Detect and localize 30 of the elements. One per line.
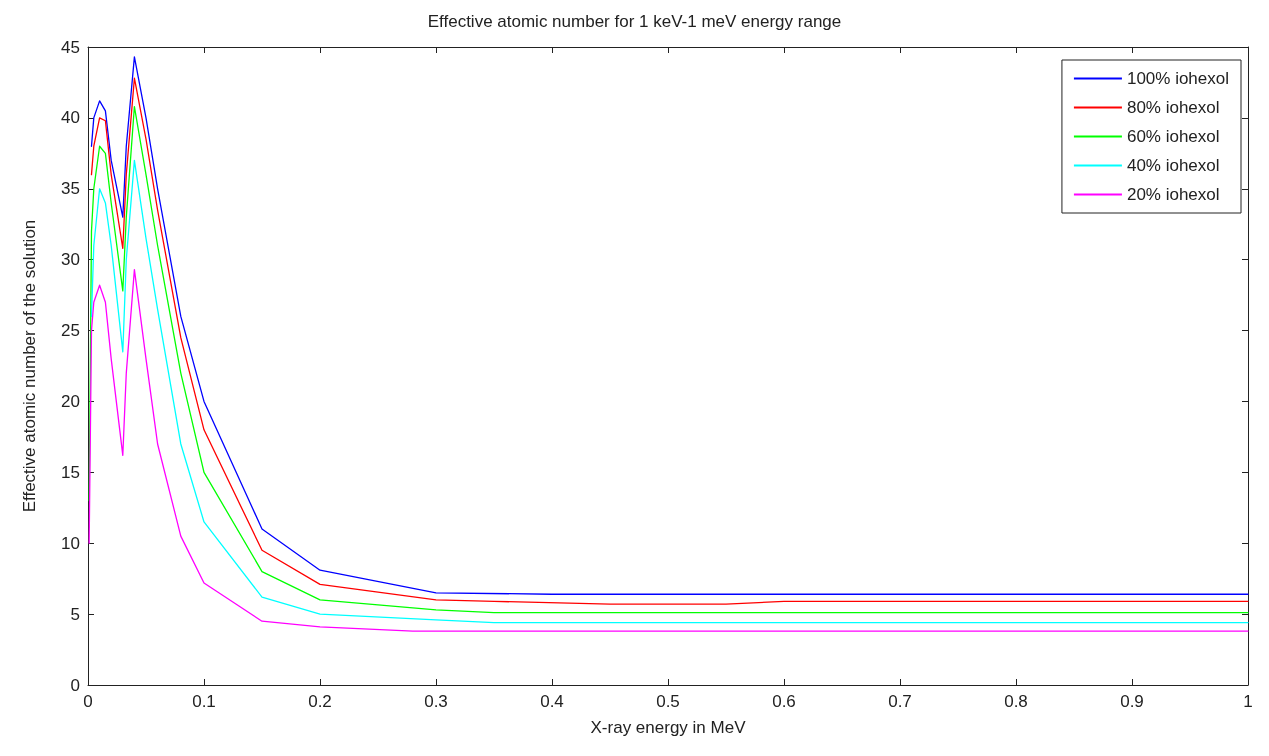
y-tick-label: 45 xyxy=(61,37,80,57)
x-tick-label: 0 xyxy=(83,692,93,711)
y-tick-label: 25 xyxy=(61,321,80,341)
x-tick-label: 0.9 xyxy=(1120,692,1144,711)
x-axis-title: X-ray energy in MeV xyxy=(590,718,747,737)
x-tick-label: 0.3 xyxy=(424,692,448,711)
legend-label: 20% iohexol xyxy=(1126,185,1220,204)
x-tick-label: 0.2 xyxy=(308,692,332,711)
y-axis-title: Effective atomic number of the solution xyxy=(20,219,39,513)
y-tick-label: 15 xyxy=(61,462,80,482)
x-tick-label: 0.6 xyxy=(772,692,796,711)
chart-title: Effective atomic number for 1 keV-1 meV energy range xyxy=(427,12,842,31)
x-tick-label: 1 xyxy=(1243,692,1253,711)
legend-label: 40% iohexol xyxy=(1126,156,1220,175)
line-series xyxy=(88,268,1249,632)
legend-label: 80% iohexol xyxy=(1126,98,1220,117)
y-tick-label: 30 xyxy=(61,250,80,270)
y-tick-label: 10 xyxy=(61,533,80,553)
y-tick-label: 35 xyxy=(61,179,80,199)
y-tick-label: 40 xyxy=(61,108,80,128)
legend-label: 100% iohexol xyxy=(1126,69,1229,88)
x-tick-label: 0.8 xyxy=(1004,692,1028,711)
x-tick-label: 0.1 xyxy=(192,692,216,711)
x-tick-label: 0.5 xyxy=(656,692,680,711)
y-tick-label: 5 xyxy=(70,604,80,624)
y-tick-label: 20 xyxy=(61,391,80,411)
y-tick-label: 0 xyxy=(70,675,80,695)
legend-label: 60% iohexol xyxy=(1126,127,1220,146)
x-tick-label: 0.4 xyxy=(540,692,564,711)
x-tick-label: 0.7 xyxy=(888,692,912,711)
